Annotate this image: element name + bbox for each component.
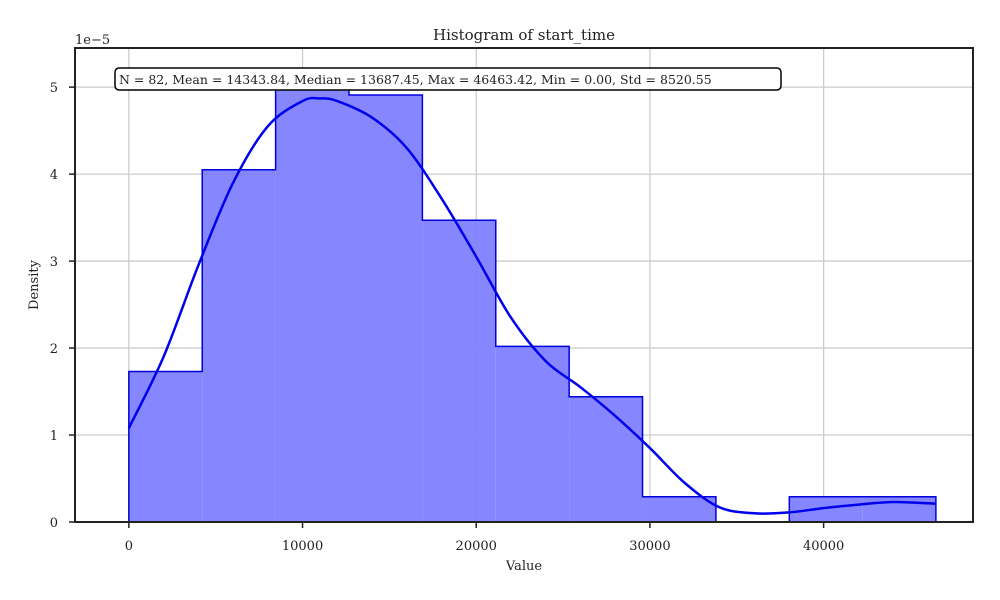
histogram-bar — [642, 496, 716, 522]
stats-box-frame — [114, 67, 782, 91]
y-axis-ticks: 0 1 2 3 4 5 — [50, 81, 75, 531]
y-tick-label-0: 0 — [50, 516, 58, 531]
x-tick-label-0: 0 — [125, 539, 133, 554]
x-tick-label-1: 10000 — [282, 539, 323, 554]
y-axis-offset-label: 1e−5 — [75, 33, 110, 48]
y-axis-label: Density — [27, 259, 42, 310]
y-tick-label-2: 2 — [50, 342, 58, 357]
histogram-bar — [422, 220, 496, 522]
kde-curve — [127, 96, 936, 515]
x-tick-label-3: 30000 — [629, 539, 670, 554]
histogram-bar — [495, 346, 570, 522]
stats-box: N = 82, Mean = 14343.84, Median = 13687.… — [114, 67, 782, 91]
histogram-bar — [789, 496, 863, 522]
histogram-bars — [128, 84, 937, 523]
y-tick-label-1: 1 — [50, 429, 58, 444]
x-tick-label-2: 20000 — [456, 539, 497, 554]
histogram-bar — [349, 94, 423, 522]
y-tick-label-5: 5 — [50, 81, 58, 96]
y-tick-label-4: 4 — [50, 168, 58, 183]
stats-text: N = 82, Mean = 14343.84, Median = 13687.… — [119, 72, 712, 87]
histogram-bar — [862, 496, 936, 522]
histogram-bar — [202, 169, 276, 522]
plot-frame — [74, 47, 974, 523]
histogram-bar — [275, 85, 350, 522]
x-axis-ticks: 0 10000 20000 30000 40000 — [125, 522, 844, 554]
histogram-bar — [569, 396, 643, 522]
chart-title: Histogram of start_time — [433, 26, 615, 44]
histogram-bar — [128, 371, 203, 522]
x-axis-label: Value — [505, 559, 542, 574]
y-tick-label-3: 3 — [50, 255, 58, 270]
x-tick-label-4: 40000 — [803, 539, 844, 554]
